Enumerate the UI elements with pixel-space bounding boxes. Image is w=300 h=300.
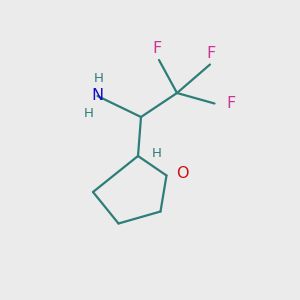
Text: F: F	[207, 46, 216, 61]
Text: H: H	[84, 107, 94, 120]
Text: O: O	[176, 167, 189, 182]
Text: F: F	[226, 96, 235, 111]
Text: F: F	[153, 41, 162, 56]
Text: H: H	[94, 72, 104, 85]
Text: H: H	[152, 146, 161, 160]
Text: N: N	[92, 88, 104, 104]
